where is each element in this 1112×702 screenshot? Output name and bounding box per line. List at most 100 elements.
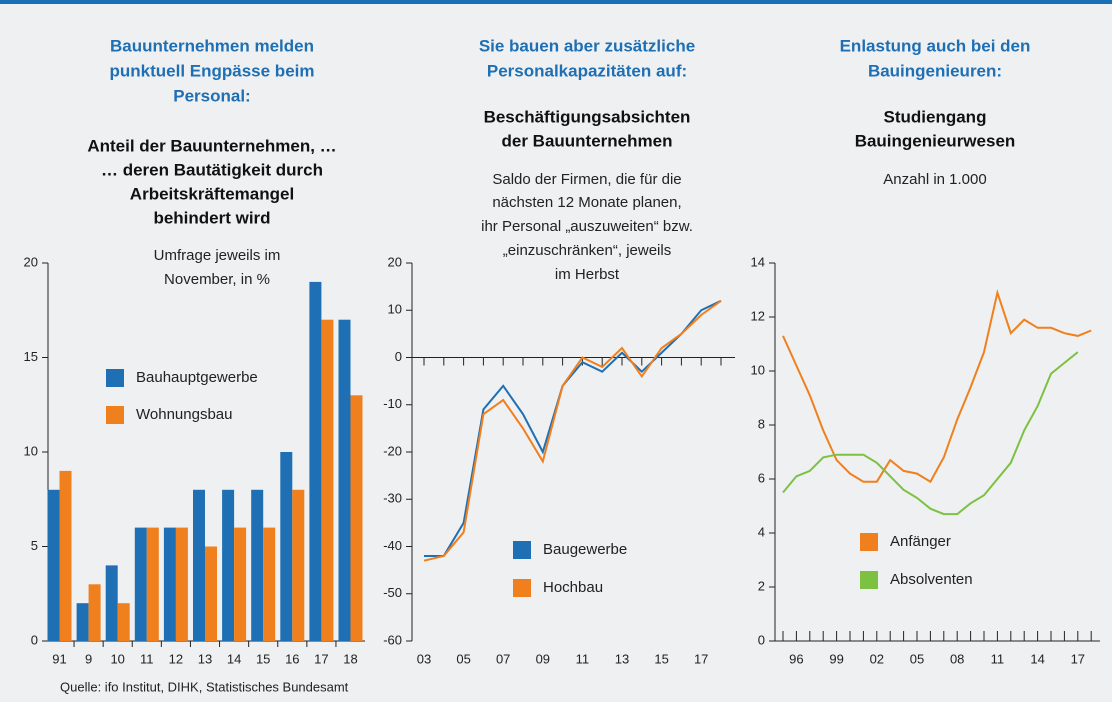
heading: Enlastung auch bei den xyxy=(840,36,1031,55)
x-tick-label: 11 xyxy=(991,651,1005,666)
x-tick-label: 13 xyxy=(198,651,212,666)
bar xyxy=(105,565,118,641)
line xyxy=(782,351,1079,516)
y-tick-label: 4 xyxy=(758,524,765,539)
x-tick-label: 11 xyxy=(140,651,154,666)
legend-swatch xyxy=(860,533,878,551)
x-tick-label: 17 xyxy=(1071,651,1085,666)
y-tick-label: 10 xyxy=(24,443,38,458)
bar xyxy=(163,527,176,641)
bar xyxy=(263,527,276,641)
x-tick-label: 10 xyxy=(110,651,124,666)
subtitle: ihr Personal „auszuweiten“ bzw. xyxy=(481,218,693,235)
y-tick-label: 20 xyxy=(388,254,402,269)
legend-label: Wohnungsbau xyxy=(136,406,232,423)
heading: Bauunternehmen melden xyxy=(110,36,314,55)
bar xyxy=(350,395,363,641)
y-tick-label: 12 xyxy=(751,308,765,323)
x-tick-label: 15 xyxy=(654,651,668,666)
subtitle: Umfrage jeweils im xyxy=(154,247,281,264)
x-tick-label: 96 xyxy=(789,651,803,666)
y-tick-label: 6 xyxy=(758,470,765,485)
bar xyxy=(280,452,293,641)
chart-title: Bauingenieurwesen xyxy=(855,131,1016,150)
x-tick-label: 91 xyxy=(52,651,66,666)
legend-label: Absolventen xyxy=(890,571,973,588)
bar xyxy=(47,489,60,641)
legend-swatch xyxy=(513,579,531,597)
heading: Personal: xyxy=(173,86,250,105)
y-tick-label: 10 xyxy=(751,362,765,377)
chart-title: Beschäftigungsabsichten xyxy=(484,107,691,126)
bar xyxy=(134,527,147,641)
subtitle: nächsten 12 Monate planen, xyxy=(492,194,681,211)
x-tick-label: 05 xyxy=(910,651,924,666)
legend-swatch xyxy=(860,571,878,589)
heading: Sie bauen aber zusätzliche xyxy=(479,36,695,55)
legend-label: Anfänger xyxy=(890,533,951,550)
bar xyxy=(321,319,334,641)
chart-title: Arbeitskräftemangel xyxy=(130,184,294,203)
chart-title: der Bauunternehmen xyxy=(502,131,673,150)
y-tick-label: 15 xyxy=(24,349,38,364)
source: Quelle: ifo Institut, DIHK, Statistische… xyxy=(60,679,349,694)
y-tick-label: 10 xyxy=(388,302,402,317)
bar xyxy=(193,489,205,641)
x-tick-label: 12 xyxy=(169,651,183,666)
bar xyxy=(146,527,159,641)
line xyxy=(423,299,722,562)
legend-label: Bauhauptgewerbe xyxy=(136,369,258,386)
bar xyxy=(117,603,130,641)
x-tick-label: 11 xyxy=(576,651,590,666)
legend-swatch xyxy=(106,369,124,387)
x-tick-label: 05 xyxy=(456,651,470,666)
chart-title: … deren Bautätigkeit durch xyxy=(101,160,323,179)
legend-swatch xyxy=(106,406,124,424)
x-tick-label: 08 xyxy=(950,651,964,666)
bar xyxy=(309,281,322,641)
x-tick-label: 13 xyxy=(615,651,629,666)
bar xyxy=(88,584,101,641)
heading: punktuell Engpässe beim xyxy=(110,61,315,80)
legend-label: Hochbau xyxy=(543,579,603,596)
y-tick-label: 0 xyxy=(758,632,765,647)
y-tick-label: -30 xyxy=(383,491,402,506)
bar xyxy=(251,489,264,641)
y-tick-label: -40 xyxy=(383,538,402,553)
x-tick-label: 99 xyxy=(829,651,843,666)
x-tick-label: 07 xyxy=(496,651,510,666)
bar xyxy=(222,489,235,641)
bar xyxy=(76,603,89,641)
bar xyxy=(205,546,217,641)
y-tick-label: 14 xyxy=(751,254,765,269)
x-tick-label: 17 xyxy=(314,651,328,666)
x-tick-label: 14 xyxy=(1030,651,1044,666)
bar xyxy=(175,527,188,641)
y-tick-label: -20 xyxy=(383,443,402,458)
x-tick-label: 09 xyxy=(536,651,550,666)
x-tick-label: 16 xyxy=(285,651,299,666)
heading: Personalkapazitäten auf: xyxy=(487,61,687,80)
heading: Bauingenieuren: xyxy=(868,61,1002,80)
chart-title: Anteil der Bauunternehmen, … xyxy=(87,136,336,155)
x-tick-label: 03 xyxy=(417,651,431,666)
x-tick-label: 15 xyxy=(256,651,270,666)
y-tick-label: -60 xyxy=(383,632,402,647)
subtitle: November, in % xyxy=(164,271,270,288)
bar xyxy=(292,489,305,641)
y-tick-label: 0 xyxy=(31,632,38,647)
bar xyxy=(234,527,247,641)
y-tick-label: 5 xyxy=(31,538,38,553)
chart-title: Studiengang xyxy=(884,107,987,126)
chart-title: behindert wird xyxy=(153,208,270,227)
y-tick-label: -50 xyxy=(383,585,402,600)
line xyxy=(424,299,722,557)
subtitle: Anzahl in 1.000 xyxy=(883,171,986,188)
subtitle: Saldo der Firmen, die für die xyxy=(492,171,681,188)
subtitle: im Herbst xyxy=(555,266,620,283)
top-bar xyxy=(0,0,1112,4)
x-tick-label: 14 xyxy=(227,651,241,666)
y-tick-label: 2 xyxy=(758,578,765,593)
x-tick-label: 17 xyxy=(694,651,708,666)
